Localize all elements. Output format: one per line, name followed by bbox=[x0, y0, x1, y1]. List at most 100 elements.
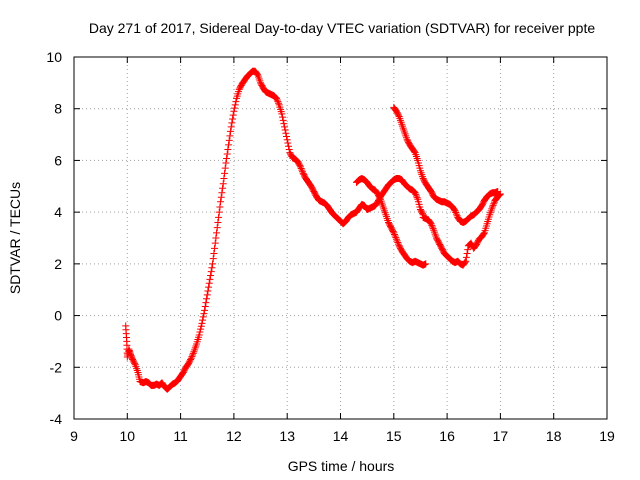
y-tick-label: 10 bbox=[46, 49, 62, 65]
data-point bbox=[285, 142, 293, 150]
data-point bbox=[215, 213, 223, 221]
data-point bbox=[229, 115, 237, 123]
data-point bbox=[205, 283, 213, 291]
data-point bbox=[462, 253, 470, 261]
data-point bbox=[201, 306, 209, 314]
data-point bbox=[296, 162, 304, 170]
data-point bbox=[390, 230, 398, 238]
data-point bbox=[428, 223, 436, 231]
x-tick-label: 15 bbox=[386, 428, 402, 444]
data-point bbox=[480, 230, 488, 238]
data-point bbox=[187, 354, 195, 362]
data-point bbox=[285, 145, 293, 153]
data-point bbox=[275, 99, 283, 107]
y-tick-label: -4 bbox=[50, 411, 63, 427]
data-point bbox=[392, 235, 400, 243]
data-point bbox=[394, 240, 402, 248]
data-point bbox=[393, 237, 401, 245]
data-point bbox=[299, 168, 307, 176]
data-point bbox=[223, 150, 231, 158]
data-point bbox=[283, 136, 291, 144]
data-points bbox=[122, 67, 504, 393]
data-point bbox=[297, 163, 305, 171]
x-tick-label: 11 bbox=[173, 428, 188, 444]
data-point bbox=[225, 136, 233, 144]
data-point bbox=[283, 133, 291, 141]
data-point bbox=[229, 111, 237, 119]
data-point bbox=[212, 234, 220, 242]
data-point bbox=[410, 148, 418, 156]
data-point bbox=[394, 239, 402, 247]
data-point bbox=[280, 120, 288, 128]
data-point bbox=[488, 203, 496, 211]
data-point bbox=[216, 203, 224, 211]
data-point bbox=[392, 234, 400, 242]
data-point bbox=[281, 123, 289, 131]
data-point bbox=[199, 316, 207, 324]
data-point bbox=[224, 145, 232, 153]
data-point bbox=[418, 209, 426, 217]
x-tick-label: 12 bbox=[226, 428, 242, 444]
x-tick-label: 17 bbox=[493, 428, 509, 444]
data-point bbox=[412, 192, 420, 200]
data-point bbox=[207, 271, 215, 279]
data-point bbox=[428, 221, 436, 229]
data-point bbox=[206, 275, 214, 283]
data-point bbox=[253, 70, 261, 78]
data-point bbox=[390, 229, 398, 237]
data-point bbox=[203, 295, 211, 303]
data-point bbox=[218, 189, 226, 197]
data-point bbox=[231, 101, 239, 109]
data-point bbox=[211, 239, 219, 247]
data-point bbox=[205, 279, 213, 287]
y-tick-label: 8 bbox=[54, 101, 62, 117]
data-point bbox=[187, 356, 195, 364]
data-point bbox=[279, 116, 287, 124]
y-tick-label: 6 bbox=[54, 152, 62, 168]
x-tick-label: 18 bbox=[546, 428, 562, 444]
data-point bbox=[200, 310, 208, 318]
y-tick-label: -2 bbox=[50, 359, 63, 375]
data-point bbox=[412, 190, 420, 198]
data-point bbox=[189, 351, 197, 359]
data-point bbox=[219, 180, 227, 188]
data-point bbox=[391, 232, 399, 240]
data-point bbox=[196, 328, 204, 336]
data-point bbox=[213, 224, 221, 232]
data-point bbox=[298, 166, 306, 174]
x-tick-label: 13 bbox=[279, 428, 295, 444]
data-point bbox=[223, 154, 231, 162]
data-point bbox=[208, 264, 216, 272]
data-point bbox=[226, 132, 234, 140]
data-point bbox=[227, 127, 235, 135]
data-point bbox=[211, 244, 219, 252]
data-point bbox=[227, 123, 235, 131]
data-point bbox=[199, 313, 207, 321]
data-point bbox=[429, 225, 437, 233]
data-point bbox=[228, 119, 236, 127]
x-tick-label: 16 bbox=[439, 428, 455, 444]
y-tick-label: 4 bbox=[54, 204, 62, 220]
data-point bbox=[394, 111, 402, 119]
data-point bbox=[490, 200, 498, 208]
data-point bbox=[463, 250, 471, 258]
data-point bbox=[217, 193, 225, 201]
data-point bbox=[204, 287, 212, 295]
data-point bbox=[376, 194, 384, 202]
data-point bbox=[427, 220, 435, 228]
data-point bbox=[198, 319, 206, 327]
data-point bbox=[195, 331, 203, 339]
x-axis-label: GPS time / hours bbox=[288, 458, 395, 474]
data-point bbox=[189, 349, 197, 357]
data-point bbox=[489, 201, 497, 209]
data-point bbox=[215, 208, 223, 216]
data-point bbox=[422, 260, 430, 268]
data-point bbox=[207, 268, 215, 276]
data-point bbox=[284, 139, 292, 147]
data-point bbox=[281, 126, 289, 134]
data-point bbox=[202, 299, 210, 307]
data-point bbox=[230, 107, 238, 115]
data-point bbox=[220, 175, 228, 183]
data-point bbox=[209, 260, 217, 268]
